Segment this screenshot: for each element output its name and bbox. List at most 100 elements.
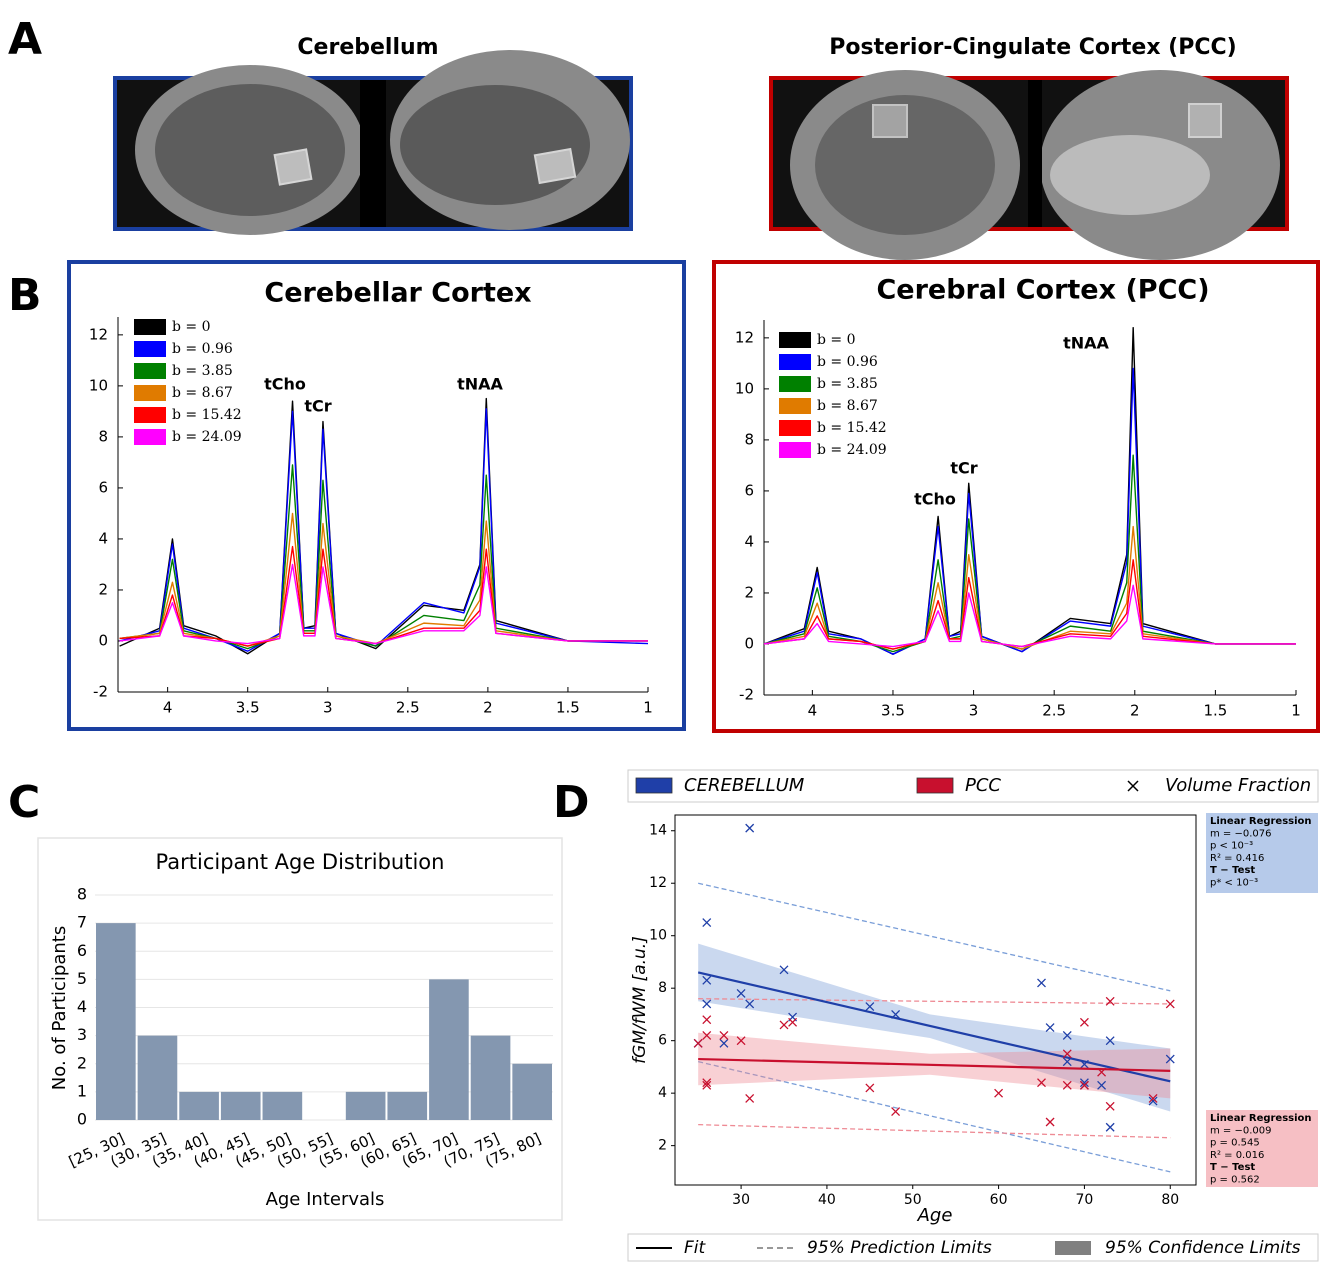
roi [275,149,312,184]
point [1106,997,1114,1005]
y-tick-label: 0 [744,634,754,652]
point [746,824,754,832]
legend-swatch [779,376,811,392]
y-tick-label: 10 [89,376,108,394]
panel-label: B [8,270,42,321]
spectrum-line [120,409,648,651]
point [703,919,711,927]
legend-label: b = 0 [817,332,856,348]
x-tick-label: 70 [1076,1192,1094,1208]
y-tick-label: 0 [98,631,108,649]
stats-text: m = −0.076 [1210,828,1271,839]
point [1080,1018,1088,1026]
y-tick-label: 12 [735,328,754,346]
legend-swatch [636,778,672,793]
y-tick-label: 0 [77,1110,87,1129]
legend-label: b = 15.42 [817,420,887,436]
bar [179,1092,219,1120]
y-tick-label: 2 [744,583,754,601]
y-tick-label: 2 [77,1053,87,1072]
brain [400,85,590,205]
stats-text: p = 0.562 [1210,1175,1260,1186]
y-axis-label: fGM/fWM [a.u.] [630,936,650,1064]
stats-text: m = −0.009 [1210,1125,1271,1136]
legend-label: b = 0.96 [817,354,878,370]
y-tick-label: 14 [649,823,667,839]
x-tick-label: 3 [969,702,979,720]
point [1046,1118,1054,1126]
point [1166,1000,1174,1008]
x-tick-label: 1 [1291,702,1301,720]
y-tick-label: 12 [89,325,108,343]
spectrum-line [120,465,648,649]
legend-label: Fit [684,1238,707,1258]
spectrum-line [764,527,1296,649]
y-tick-label: 1 [77,1081,87,1100]
prediction-limit [698,1125,1170,1138]
figure: A B C D Cerebellum Posterior-Cingulate C… [0,0,1322,1262]
point [780,1021,788,1029]
y-tick-label: 2 [658,1138,667,1154]
spectrum-line [120,564,648,643]
peak-label: tCr [304,397,331,416]
x-tick-label: 1 [643,699,653,717]
stats-text: p* < 10⁻³ [1210,878,1258,889]
y-tick-label: 6 [658,1033,667,1049]
y-tick-label: 5 [77,969,87,988]
bar [471,1036,511,1120]
legend-label: b = 15.42 [172,407,242,423]
peak-label: tNAA [457,375,503,394]
brain [1050,135,1210,215]
spectrum-line [764,585,1296,646]
y-tick-label: 2 [98,580,108,598]
x-tick-label: 4 [163,699,173,717]
legend-label: CEREBELLUM [684,775,805,796]
legend-label: PCC [965,775,1001,796]
x-tick-label: 3.5 [236,699,260,717]
legend-swatch [779,354,811,370]
point [1046,1024,1054,1032]
stats-text: Linear Regression [1210,816,1312,827]
bar [221,1092,261,1120]
y-tick-label: 4 [658,1085,667,1101]
x-axis-label: Age Intervals [266,1189,385,1210]
point [789,1018,797,1026]
legend-swatch [134,363,166,379]
legend-swatch [779,398,811,414]
y-tick-label: 12 [649,875,667,891]
point [1106,1123,1114,1131]
legend-label: 95% Prediction Limits [807,1238,992,1258]
legend-label: b = 8.67 [172,385,233,401]
y-tick-label: 8 [77,885,87,904]
legend-swatch [917,778,953,793]
peak-label: tCho [264,375,306,394]
x-tick-label: 3 [323,699,333,717]
panel-title: Posterior-Cingulate Cortex (PCC) [829,35,1236,60]
legend-label: Volume Fraction [1165,775,1311,796]
point [1038,979,1046,987]
roi [1189,104,1221,137]
legend-label: b = 24.09 [172,429,242,445]
stats-text: p = 0.545 [1210,1138,1260,1149]
x-tick-label: 60 [990,1192,1008,1208]
stats-text: R² = 0.416 [1210,853,1264,864]
x-tick-label: 2 [483,699,493,717]
legend-swatch [779,420,811,436]
y-tick-label: 6 [77,941,87,960]
y-tick-label: 4 [77,997,87,1016]
y-tick-label: 8 [658,980,667,996]
legend-swatch [134,385,166,401]
legend-label: b = 8.67 [817,398,878,414]
y-tick-label: 3 [77,1025,87,1044]
spectrum-line [764,455,1296,651]
legend-label: b = 3.85 [172,363,233,379]
stats-text: T − Test [1210,865,1255,876]
panel-title: Cerebellum [297,35,438,60]
point [746,1094,754,1102]
x-tick-label: 2.5 [396,699,420,717]
panel-label: A [8,14,42,65]
y-tick-label: 10 [649,928,667,944]
x-axis-label: Age [917,1205,953,1226]
legend-label: b = 24.09 [817,442,887,458]
legend-swatch [779,332,811,348]
